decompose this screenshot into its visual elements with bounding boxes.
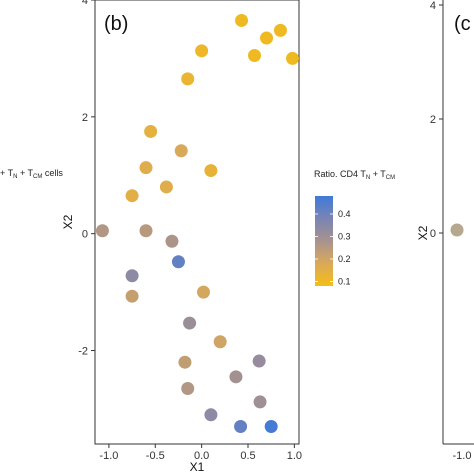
panel-c-fragment: (c 4 2 0 X2 -1.0 [416,0,474,462]
scatter-point [181,382,195,395]
scatter-point [125,289,139,303]
y-axis-title: X2 [61,214,75,229]
left-legend-title: + TN + TCM cells [0,168,63,180]
panel-c-ytick-label-4: 4 [430,0,436,12]
x-axis: -1.0 -0.5 0.0 0.5 1.0 [99,444,302,462]
left-legend-fragment: + TN + TCM cells [0,168,63,180]
y-tick-label: -2 [78,346,88,358]
scatter-point [286,51,300,65]
scatter-point [183,316,197,330]
scatter-point [174,144,188,158]
y-tick-label: 0 [82,229,88,241]
x-tick-label: 0.5 [240,450,255,462]
panel-c-y-axis-title: X2 [416,225,430,240]
x-tick-label: 0.0 [194,450,209,462]
scatter-point [159,180,173,194]
scatter-points [95,13,300,433]
x-tick-label: -0.5 [146,450,165,462]
scatter-point [253,395,267,409]
scatter-point [229,370,243,384]
colorbar-ticks: 0.1 0.2 0.3 0.4 [315,209,351,287]
scatter-point [260,31,274,45]
scatter-point [95,224,109,238]
plot-frame [94,0,300,445]
x-axis-title: X1 [190,460,205,474]
colorbar-tick-label: 0.2 [338,254,351,264]
panel-label: (b) [104,13,128,35]
scatter-point [247,49,261,62]
scatter-point [181,72,195,86]
scatter-point [178,355,192,369]
scatter-point [165,234,179,248]
scatter-point [171,255,185,269]
panel-c-ytick-label-2: 2 [430,114,436,126]
scatter-point [204,164,218,178]
scatter-point [196,285,210,299]
scatter-point [139,224,153,238]
colorbar-tick-label: 0.3 [338,232,351,242]
scatter-point [139,161,153,175]
panel-c-ytick-label-0: 0 [430,228,436,240]
scatter-point [195,44,209,58]
colorbar-tick-label: 0.1 [338,277,351,287]
x-tick-label: -1.0 [99,450,118,462]
y-tick-label: 2 [82,112,88,124]
scatter-point [273,23,287,37]
y-axis: -2 0 2 4 [78,0,95,358]
scatter-point [235,13,249,27]
scatter-point [125,189,139,203]
scatter-point [252,354,266,368]
scatter-point [234,419,248,433]
legend-title: Ratio. CD4 TN + TCM [314,169,395,181]
panel-c-xtick-label: -1.0 [453,450,472,462]
panel-b: -1.0 -0.5 0.0 0.5 1.0 -2 0 2 4 (b) X1 X2 [61,0,302,474]
scatter-point [144,124,158,138]
panel-c-point [450,223,464,237]
x-tick-label: 1.0 [287,450,302,462]
color-legend: Ratio. CD4 TN + TCM 0.1 0.2 0.3 0.4 [314,169,395,287]
scatter-point [204,408,218,422]
scatter-point [213,335,227,349]
y-tick-label: 4 [82,0,88,7]
scatter-point [125,269,139,283]
colorbar-tick-label: 0.4 [338,209,351,219]
colorbar [315,196,333,286]
scatter-point [264,419,278,433]
panel-c-label: (c [454,13,471,35]
